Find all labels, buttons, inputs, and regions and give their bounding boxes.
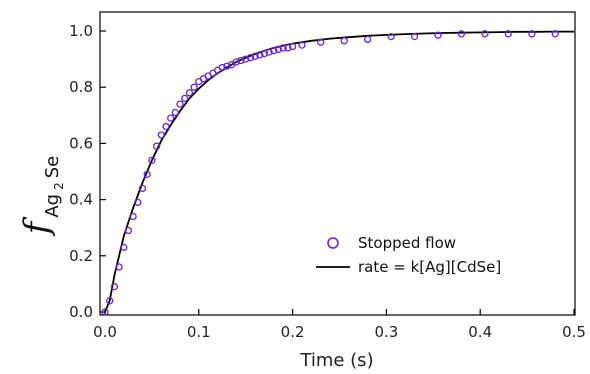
data-point (232, 58, 240, 66)
fit-line-group (104, 30, 574, 313)
data-point (152, 142, 161, 150)
data-point (288, 42, 297, 51)
data-point (528, 30, 536, 38)
legend-marker-stopped-flow (327, 237, 339, 249)
data-point (274, 45, 283, 53)
data-point (190, 83, 198, 91)
data-point (317, 38, 325, 46)
data-point (129, 212, 137, 221)
y-tick-label: 0.6 (69, 134, 93, 152)
data-point (265, 48, 273, 56)
data-point (434, 31, 442, 39)
y-axis-label: f Ag 2 Se (17, 156, 67, 237)
data-point (185, 89, 194, 97)
data-point (270, 47, 278, 55)
data-point (181, 94, 189, 103)
data-point (218, 63, 226, 72)
data-point (171, 108, 179, 117)
axis-ticks: 0.0 0.1 0.2 0.3 0.4 0.5 0.0 0.2 0.4 0.6 0.8 1.0 (69, 22, 586, 341)
data-point (101, 308, 109, 316)
fit-line (104, 30, 574, 313)
y-tick-label: 0.8 (69, 78, 93, 96)
data-point (120, 243, 128, 252)
x-tick-label: 0.4 (468, 323, 492, 341)
data-point (143, 170, 151, 178)
data-point (138, 184, 147, 193)
legend: Stopped flow rate = k[Ag][CdSe] (316, 234, 501, 276)
y-tick-label: 0.2 (69, 247, 93, 265)
data-point (410, 32, 419, 41)
y-axis-label-subsubscript: 2 (52, 182, 66, 190)
y-axis-label-subscript-tail: Se (42, 156, 63, 179)
data-point (504, 30, 512, 38)
x-tick-label: 0.5 (562, 323, 586, 341)
y-axis-label-symbol: f (17, 216, 57, 237)
data-point (457, 30, 466, 38)
y-axis-label-subscript: Ag (42, 194, 63, 218)
data-point (242, 55, 250, 63)
data-point (481, 30, 489, 38)
y-tick-label: 0.4 (69, 191, 93, 209)
data-point (260, 49, 269, 58)
data-point (134, 198, 142, 207)
data-point (124, 226, 133, 235)
data-point (551, 30, 559, 38)
x-tick-label: 0.0 (93, 323, 117, 341)
plot-frame (99, 11, 576, 316)
data-point (251, 52, 259, 60)
data-point (110, 283, 119, 291)
y-tick-label: 1.0 (69, 22, 93, 40)
data-point (223, 62, 231, 70)
data-point (176, 100, 184, 108)
data-point (115, 263, 123, 271)
data-point (363, 35, 372, 44)
data-point (157, 131, 165, 139)
data-point (148, 156, 156, 164)
data-point (279, 44, 287, 52)
legend-label-fit: rate = k[Ag][CdSe] (358, 258, 501, 276)
data-point (162, 122, 170, 131)
data-point (246, 54, 255, 62)
legend-label-stopped-flow: Stopped flow (358, 234, 456, 252)
data-point (340, 37, 348, 45)
data-point (106, 297, 114, 305)
x-axis-label: Time (s) (299, 350, 373, 371)
data-points (101, 30, 559, 316)
x-tick-label: 0.1 (187, 323, 211, 341)
x-tick-label: 0.2 (281, 323, 305, 341)
data-point (284, 44, 292, 52)
data-point (237, 56, 245, 65)
x-tick-label: 0.3 (374, 323, 398, 341)
data-point (256, 51, 264, 59)
svg-text:f Ag 2 Se: f Ag 2 Se (17, 156, 67, 237)
data-point (298, 41, 306, 49)
y-tick-label: 0.0 (69, 303, 93, 321)
data-point (167, 114, 175, 122)
data-point (387, 32, 395, 41)
